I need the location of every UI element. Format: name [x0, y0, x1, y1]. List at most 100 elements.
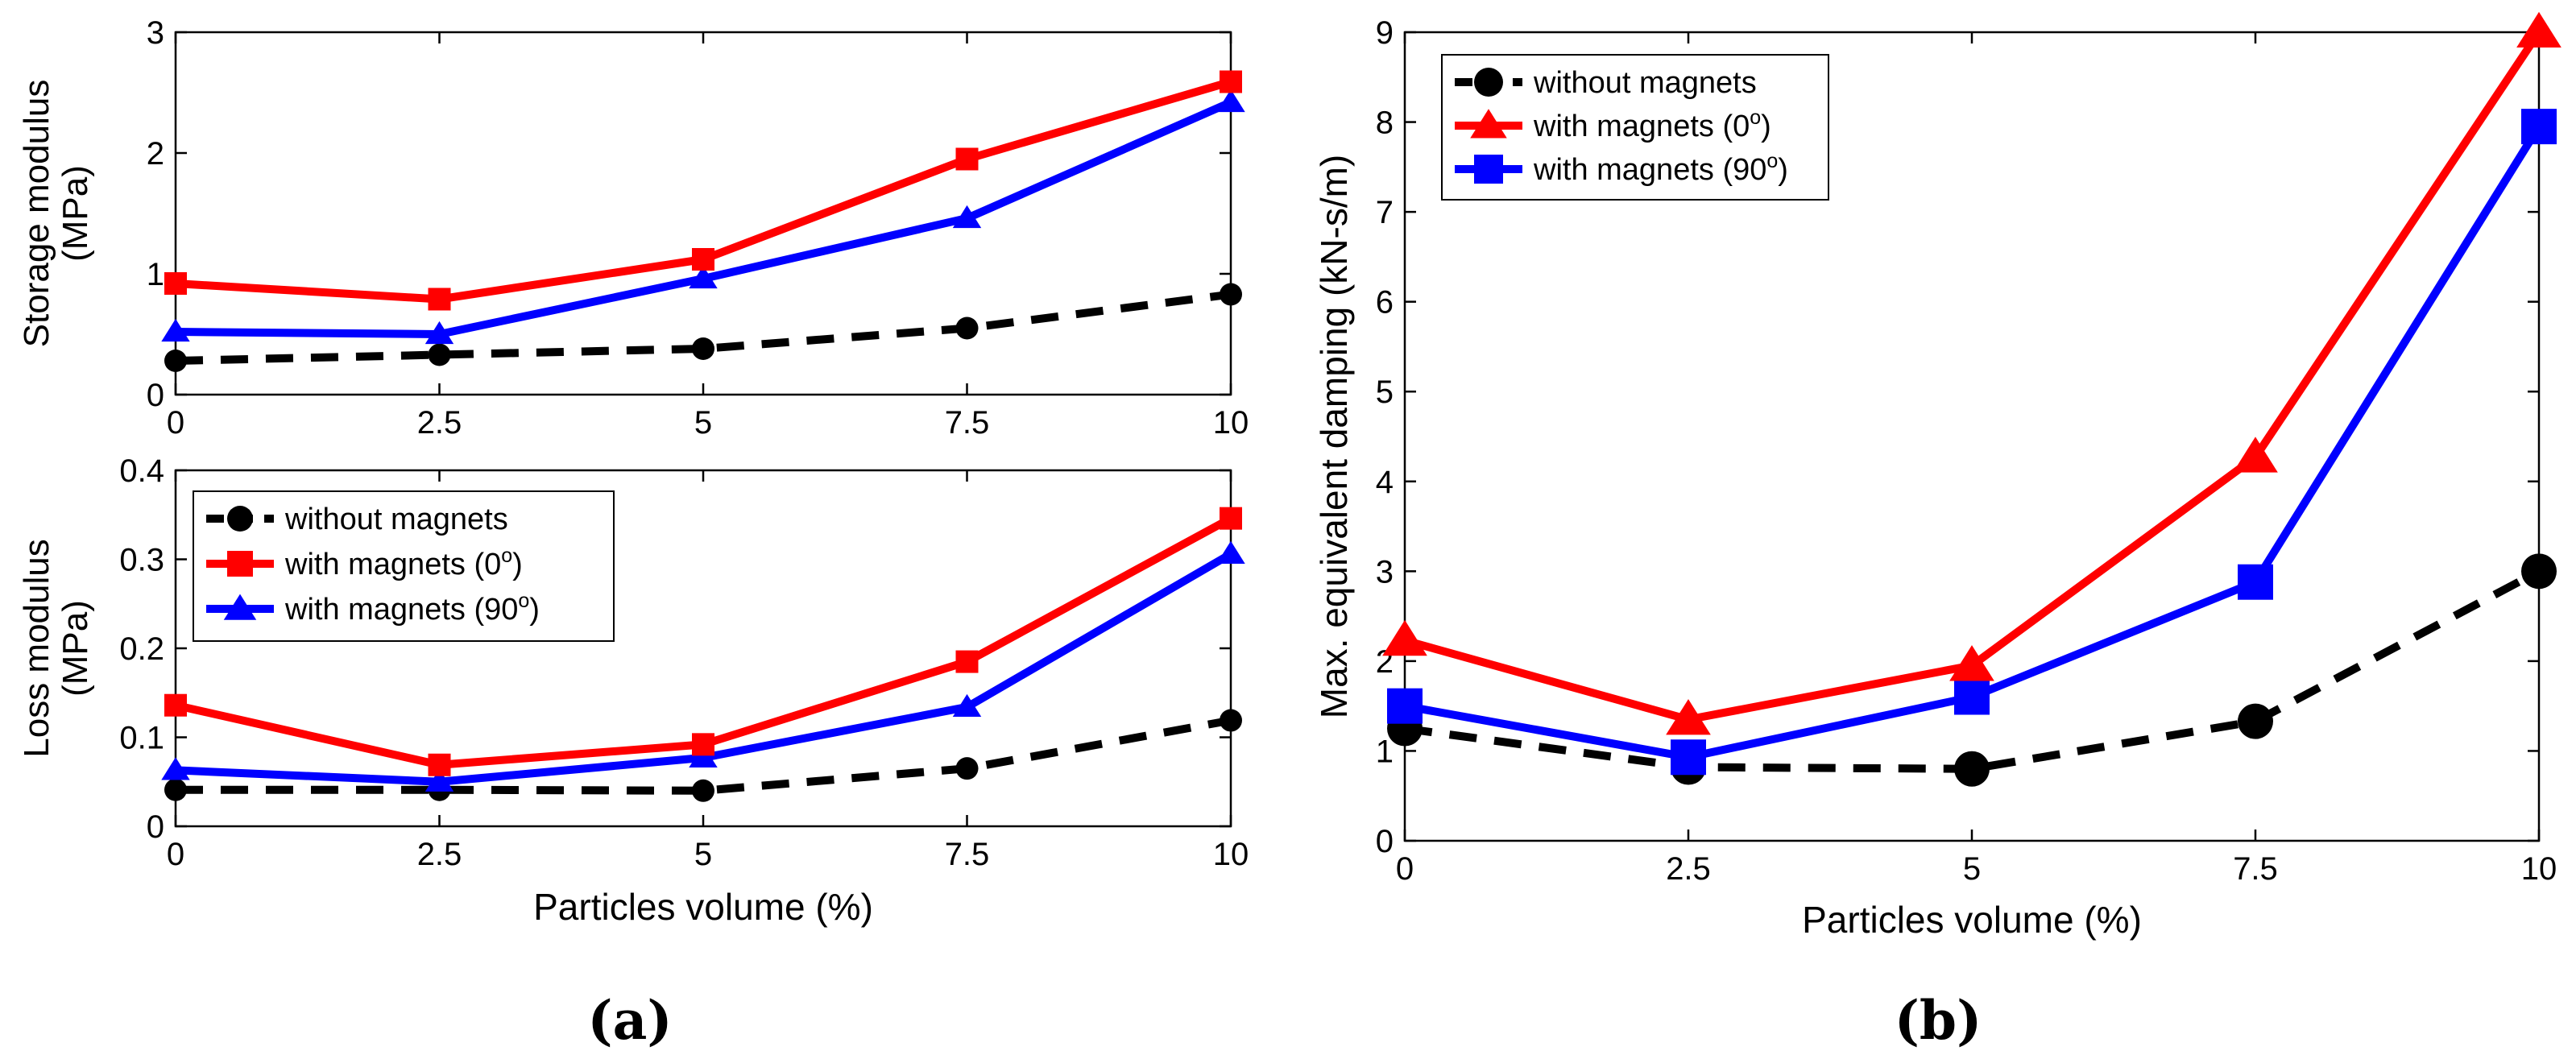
chart-storage: 0 2.5 5 7.5 10 0 1 2 3 Storage modulus (MPa): [17, 15, 1249, 441]
y-tick-label: 0: [1376, 824, 1394, 859]
y-axis-label: Storage modulus: [17, 80, 56, 348]
x-tick-label: 5: [694, 837, 712, 872]
legend-marker-without: [1474, 68, 1503, 97]
y-axis-unit-label: (MPa): [56, 600, 95, 697]
x-tick-label: 5: [694, 405, 712, 441]
data-point-mag90: [1216, 89, 1245, 113]
legend: without magnets with magnets (0o) with mag…: [193, 490, 615, 642]
chart-loss: 0 2.5 5 7.5 10 0 0.1 0.2 0.3 0.4 Loss modulus (MPa)…: [17, 453, 1249, 928]
data-point-mag0: [1220, 70, 1242, 93]
data-point-without: [1220, 283, 1242, 306]
y-tick-label: 0.3: [119, 543, 164, 578]
data-point-mag0: [692, 733, 714, 756]
x-tick-label: 2.5: [1666, 851, 1711, 887]
data-point-mag0: [1666, 699, 1711, 735]
data-point-mag0: [164, 693, 187, 717]
data-point-mag0: [955, 650, 979, 673]
data-point-mag90: [1671, 739, 1706, 776]
data-point-mag90: [689, 265, 718, 289]
legend-marker-mag0: [227, 551, 253, 577]
data-point-without: [692, 337, 714, 360]
y-tick-label: 1: [147, 257, 164, 292]
series-line-without: [175, 290, 1232, 365]
legend: without magnets with magnets (0o) with mag…: [1441, 54, 1829, 201]
y-tick-label: 3: [147, 15, 164, 51]
data-point-without: [1954, 751, 1990, 787]
data-point-mag90: [161, 318, 190, 342]
data-point-mag0: [1949, 645, 1994, 681]
data-point-without: [164, 350, 187, 372]
legend-marker-without: [227, 506, 253, 532]
legend-marker-mag0: [1470, 109, 1507, 139]
y-tick-label: 0.2: [119, 631, 164, 667]
x-tick-label: 10: [1213, 405, 1249, 441]
y-tick-label: 9: [1376, 15, 1394, 51]
legend-marker-mag90: [1474, 155, 1503, 184]
data-point-mag90: [952, 693, 982, 718]
y-tick-label: 2: [147, 136, 164, 172]
x-tick-label: 7.5: [945, 837, 990, 872]
series-line-without: [1404, 567, 2541, 773]
data-point-mag90: [1387, 688, 1423, 724]
legend-marker-mag90: [223, 594, 257, 620]
y-tick-label: 4: [1376, 465, 1394, 500]
x-tick-label: 2.5: [417, 837, 462, 872]
data-point-without: [2521, 553, 2557, 590]
data-point-without: [1220, 709, 1242, 732]
y-axis-label: Loss modulus: [17, 539, 56, 757]
legend-label-mag0: with magnets (0o): [1533, 106, 1771, 143]
y-tick-label: 0: [147, 378, 164, 413]
legend-label-mag0: with magnets (0o): [284, 544, 523, 581]
data-point-mag0: [1382, 619, 1427, 656]
legend-label-mag90: with magnets (90o): [1533, 150, 1788, 187]
series-line-without: [176, 716, 1232, 795]
x-tick-label: 0: [1396, 851, 1414, 887]
y-tick-label: 5: [1376, 374, 1394, 410]
x-tick-label: 0: [167, 837, 184, 872]
data-point-mag0: [1220, 507, 1242, 530]
panel-label-b: (b): [1895, 989, 1982, 1052]
data-point-mag90: [1954, 679, 1990, 715]
legend-label-without: without magnets: [1533, 66, 1757, 100]
y-axis-unit-label: (MPa): [56, 165, 95, 262]
data-point-mag90: [2521, 109, 2557, 145]
y-tick-label: 0.1: [119, 721, 164, 756]
y-tick-label: 0: [147, 809, 164, 845]
data-point-mag90: [425, 321, 454, 345]
x-tick-label: 7.5: [945, 405, 990, 441]
data-point-mag0: [2516, 11, 2562, 48]
data-point-without: [428, 343, 451, 366]
data-point-mag90: [2238, 564, 2273, 600]
data-point-without: [164, 778, 187, 801]
data-point-mag90: [1216, 540, 1245, 564]
legend-label-mag90: with magnets (90o): [284, 590, 540, 627]
y-tick-label: 8: [1376, 106, 1394, 141]
data-point-mag0: [692, 248, 714, 271]
data-point-mag0: [955, 147, 979, 171]
data-point-mag0: [164, 272, 187, 295]
data-point-mag0: [428, 288, 451, 311]
x-tick-label: 10: [1213, 837, 1249, 872]
x-tick-label: 10: [2521, 851, 2557, 887]
y-tick-label: 6: [1376, 285, 1394, 321]
data-point-mag90: [425, 768, 454, 792]
y-tick-label: 3: [1376, 554, 1394, 590]
data-point-mag90: [161, 757, 190, 780]
y-tick-label: 0.4: [119, 453, 164, 489]
data-point-mag90: [952, 205, 982, 229]
panel-label-a: (a): [587, 989, 672, 1052]
x-tick-label: 2.5: [417, 405, 462, 441]
data-point-mag0: [2233, 436, 2278, 473]
x-tick-label: 7.5: [2233, 851, 2278, 887]
y-axis-label: Max. equivalent damping (kN-s/m): [1313, 155, 1355, 718]
x-tick-label: 0: [167, 405, 184, 441]
data-point-without: [955, 757, 979, 780]
data-point-mag90: [689, 744, 718, 767]
data-point-without: [2238, 703, 2273, 739]
y-tick-label: 7: [1376, 195, 1394, 230]
data-point-without: [955, 316, 979, 340]
y-tick-label: 1: [1376, 734, 1394, 769]
